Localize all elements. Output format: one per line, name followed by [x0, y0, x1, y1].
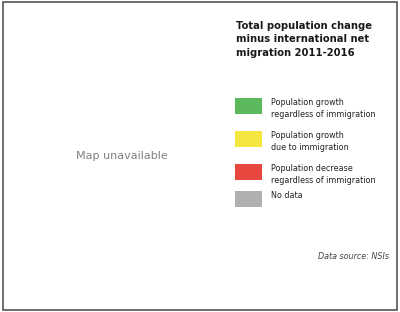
Text: Population decrease
regardless of immigration: Population decrease regardless of immigr… — [271, 164, 375, 185]
Text: Map unavailable: Map unavailable — [76, 151, 168, 161]
FancyBboxPatch shape — [234, 99, 262, 114]
Text: Data source: NSIs: Data source: NSIs — [318, 252, 389, 261]
Text: Population growth
regardless of immigration: Population growth regardless of immigrat… — [271, 99, 375, 119]
Text: No data: No data — [271, 191, 302, 200]
FancyBboxPatch shape — [234, 131, 262, 147]
FancyBboxPatch shape — [234, 191, 262, 207]
Text: Population growth
due to immigration: Population growth due to immigration — [271, 131, 348, 152]
Text: Total population change
minus international net
migration 2011-2016: Total population change minus internatio… — [236, 21, 372, 58]
FancyBboxPatch shape — [234, 164, 262, 180]
